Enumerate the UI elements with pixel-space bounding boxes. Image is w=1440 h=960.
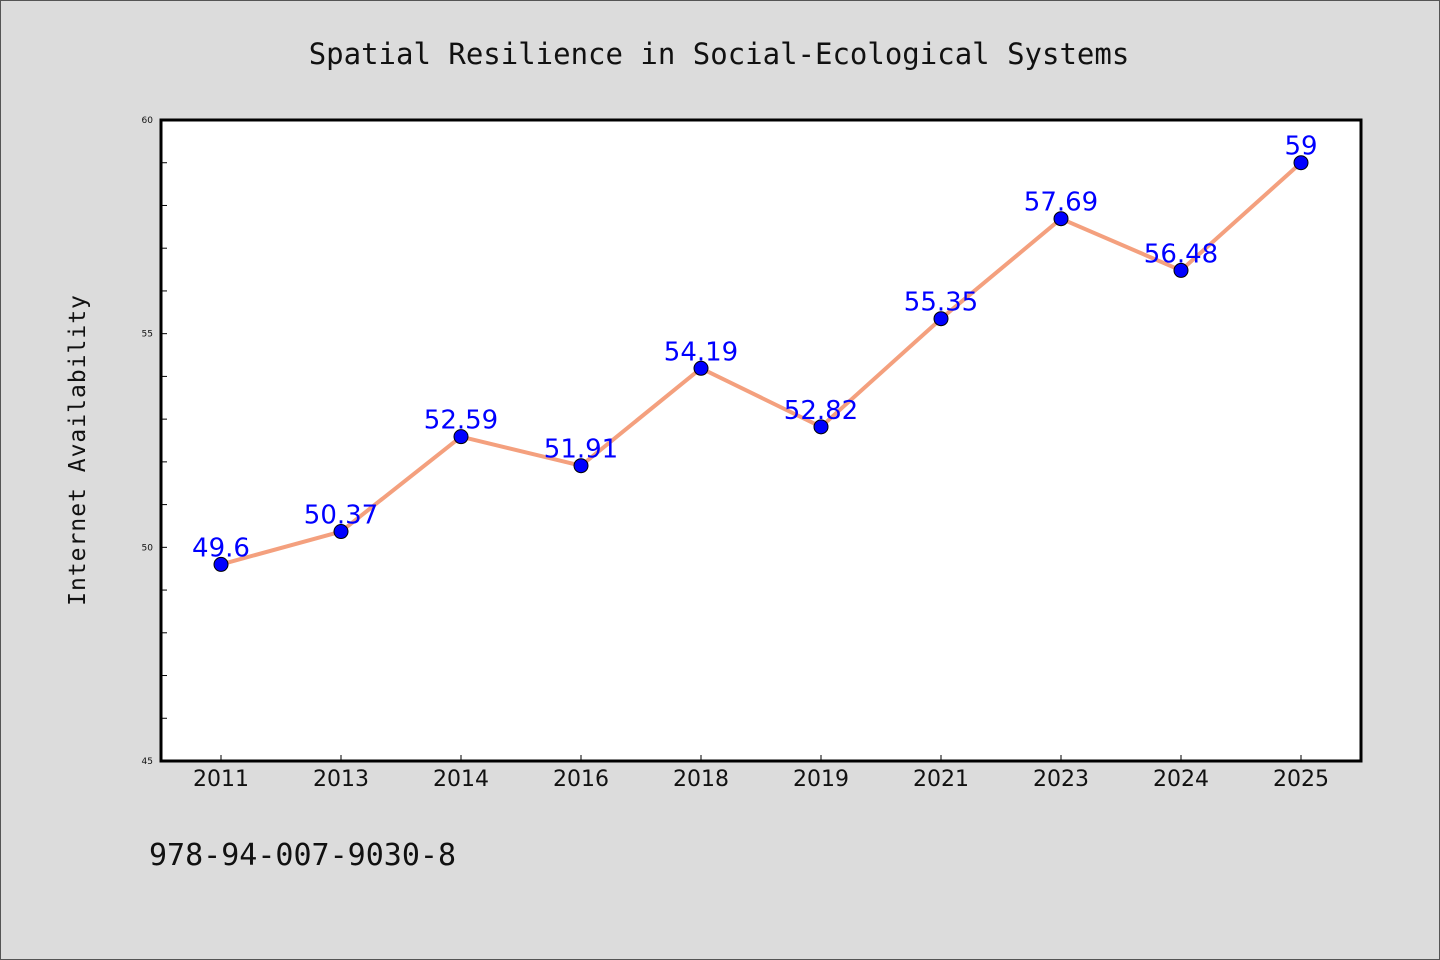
y-tick-label: 60 bbox=[142, 116, 154, 126]
data-point-marker bbox=[213, 556, 229, 572]
y-tick-label: 50 bbox=[142, 543, 154, 553]
data-label: 50.37 bbox=[304, 501, 378, 531]
data-point-marker bbox=[1053, 211, 1069, 227]
x-tick-label: 2011 bbox=[193, 767, 249, 792]
x-tick-label: 2013 bbox=[313, 767, 369, 792]
data-label: 59 bbox=[1284, 132, 1317, 162]
data-point-marker bbox=[813, 419, 829, 435]
x-tick-label: 2025 bbox=[1273, 767, 1329, 792]
x-tick-label: 2014 bbox=[433, 767, 489, 792]
series-line bbox=[219, 160, 1303, 567]
data-point-marker bbox=[453, 429, 469, 445]
data-label: 55.35 bbox=[904, 288, 978, 318]
data-point-marker bbox=[333, 524, 349, 540]
x-tick-label: 2024 bbox=[1153, 767, 1209, 792]
data-label: 57.69 bbox=[1024, 188, 1098, 218]
x-tick-label: 2019 bbox=[793, 767, 849, 792]
data-point-marker bbox=[573, 458, 589, 474]
data-label: 52.82 bbox=[784, 396, 858, 426]
data-label: 52.59 bbox=[424, 406, 498, 436]
y-axis-label: Internet Availability bbox=[65, 294, 91, 606]
data-label: 49.6 bbox=[192, 533, 250, 563]
data-point-marker bbox=[1293, 155, 1309, 171]
data-point-marker bbox=[693, 360, 709, 376]
y-tick-label: 55 bbox=[142, 330, 153, 340]
x-tick-label: 2016 bbox=[553, 767, 609, 792]
chart-title: Spatial Resilience in Social-Ecological … bbox=[309, 37, 1130, 71]
data-label: 54.19 bbox=[664, 337, 738, 367]
data-point-marker bbox=[1173, 262, 1189, 278]
axis-ticks: 45 50 55 60 2011 2013 2014 2016 2018 2019 2021 2023… bbox=[142, 116, 1329, 792]
footnote-isbn: 978-94-007-9030-8 bbox=[149, 838, 456, 873]
series-line-group bbox=[213, 155, 1309, 572]
x-tick-label: 2023 bbox=[1033, 767, 1089, 792]
data-point-marker bbox=[933, 311, 949, 327]
data-labels-group: 49.6 50.37 52.59 51.91 54.19 52.82 55.35 57.69 5… bbox=[192, 132, 1317, 564]
y-tick-label: 45 bbox=[142, 757, 153, 767]
x-tick-label: 2018 bbox=[673, 767, 729, 792]
data-label: 56.48 bbox=[1144, 239, 1218, 269]
data-label: 51.91 bbox=[544, 435, 618, 465]
plot-area bbox=[159, 118, 1363, 763]
x-tick-label: 2021 bbox=[913, 767, 969, 792]
